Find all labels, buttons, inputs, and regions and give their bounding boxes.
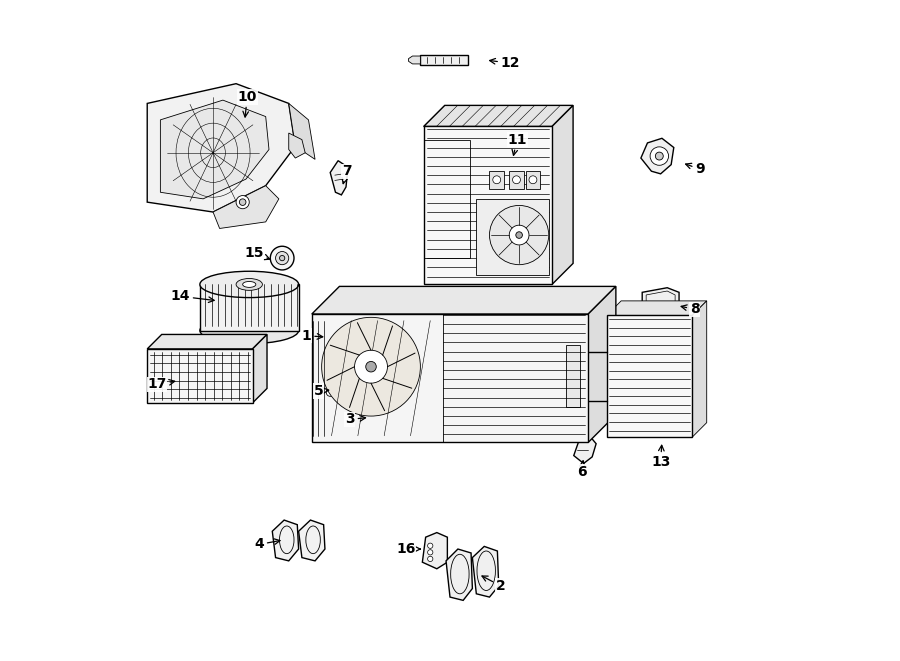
Text: 2: 2	[482, 576, 506, 593]
Polygon shape	[573, 436, 596, 463]
Polygon shape	[253, 334, 267, 403]
Circle shape	[239, 199, 246, 206]
Text: 12: 12	[490, 56, 520, 70]
Ellipse shape	[200, 271, 299, 297]
Text: 13: 13	[651, 446, 670, 469]
Text: 6: 6	[577, 461, 587, 479]
Polygon shape	[148, 84, 295, 212]
Polygon shape	[160, 100, 269, 199]
Polygon shape	[526, 171, 540, 189]
Circle shape	[236, 196, 249, 209]
Circle shape	[490, 206, 549, 264]
Circle shape	[493, 176, 500, 184]
Polygon shape	[402, 398, 432, 428]
Circle shape	[270, 247, 294, 270]
Polygon shape	[200, 284, 299, 330]
Ellipse shape	[236, 278, 263, 290]
Circle shape	[428, 543, 433, 549]
Text: 15: 15	[244, 246, 270, 260]
Text: 3: 3	[345, 412, 365, 426]
Polygon shape	[643, 288, 680, 324]
Text: 5: 5	[313, 384, 328, 398]
Ellipse shape	[200, 317, 299, 344]
Polygon shape	[324, 375, 337, 402]
Polygon shape	[368, 398, 400, 425]
Polygon shape	[324, 370, 342, 375]
Polygon shape	[641, 138, 674, 174]
Polygon shape	[337, 370, 342, 402]
Polygon shape	[607, 315, 692, 437]
Circle shape	[509, 225, 529, 245]
Text: 16: 16	[396, 542, 420, 556]
Polygon shape	[289, 133, 305, 158]
Polygon shape	[607, 301, 706, 315]
Circle shape	[428, 557, 433, 562]
Circle shape	[355, 350, 388, 383]
Circle shape	[650, 147, 669, 165]
Circle shape	[280, 255, 284, 260]
Text: 9: 9	[686, 162, 705, 176]
Text: 1: 1	[302, 329, 323, 343]
Text: 10: 10	[238, 90, 257, 117]
Circle shape	[512, 176, 520, 184]
Polygon shape	[311, 286, 616, 314]
Polygon shape	[148, 334, 267, 349]
Circle shape	[321, 317, 420, 416]
Polygon shape	[552, 105, 573, 284]
Polygon shape	[213, 186, 279, 229]
Polygon shape	[409, 56, 420, 64]
Polygon shape	[424, 126, 552, 284]
Text: 8: 8	[681, 303, 699, 317]
Ellipse shape	[243, 282, 256, 288]
Polygon shape	[490, 171, 504, 189]
Circle shape	[365, 362, 376, 372]
Polygon shape	[299, 520, 325, 561]
Circle shape	[529, 176, 537, 184]
Circle shape	[275, 252, 289, 264]
Text: 14: 14	[170, 290, 214, 303]
Polygon shape	[509, 171, 524, 189]
Polygon shape	[476, 199, 549, 274]
Polygon shape	[692, 301, 706, 437]
Circle shape	[327, 381, 334, 389]
Polygon shape	[330, 161, 348, 195]
Polygon shape	[273, 520, 299, 561]
Polygon shape	[420, 55, 468, 65]
Polygon shape	[148, 349, 253, 403]
Polygon shape	[422, 533, 447, 568]
Polygon shape	[589, 286, 616, 442]
Polygon shape	[289, 103, 315, 159]
Text: 4: 4	[254, 537, 280, 551]
Polygon shape	[472, 547, 499, 597]
Polygon shape	[311, 314, 589, 442]
Circle shape	[516, 232, 522, 239]
Polygon shape	[566, 345, 580, 407]
Circle shape	[655, 152, 663, 160]
Circle shape	[327, 389, 334, 397]
Polygon shape	[446, 549, 472, 600]
Polygon shape	[424, 105, 573, 126]
Text: 7: 7	[342, 164, 352, 184]
Text: 17: 17	[148, 377, 175, 391]
Circle shape	[428, 550, 433, 555]
Text: 11: 11	[508, 133, 526, 155]
